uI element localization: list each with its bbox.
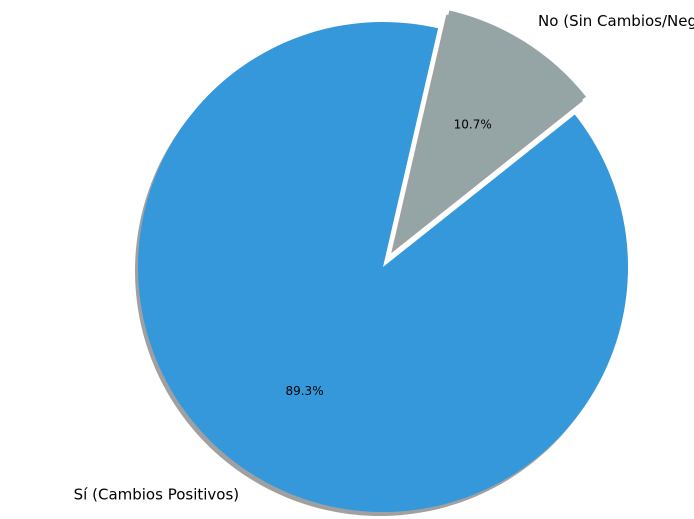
- pie-slice-no-sin-cambios-negativos: [394, 10, 587, 250]
- slice-layer: [137, 10, 629, 513]
- pie-category-label-no-sin-cambios-negativos: No (Sin Cambios/Negativos): [538, 12, 694, 30]
- pie-percent-label-s-cambios-positivos: 89.3%: [285, 384, 323, 398]
- pie-percent-label-no-sin-cambios-negativos: 10.7%: [454, 117, 492, 131]
- pie-slice-s-cambios-positivos: [137, 22, 629, 513]
- text-layer: 89.3% Sí (Cambios Positivos) 10.7% No (Sin …: [74, 12, 694, 504]
- pie-category-label-s-cambios-positivos: Sí (Cambios Positivos): [74, 485, 239, 503]
